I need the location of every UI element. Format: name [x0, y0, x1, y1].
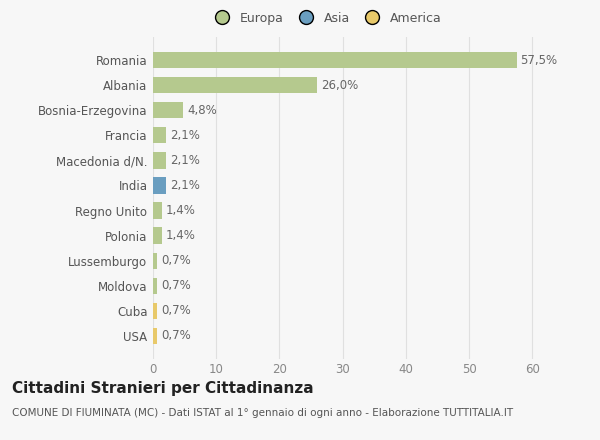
Text: Cittadini Stranieri per Cittadinanza: Cittadini Stranieri per Cittadinanza	[12, 381, 314, 396]
Text: 2,1%: 2,1%	[170, 129, 200, 142]
Text: 1,4%: 1,4%	[166, 204, 196, 217]
Bar	[153, 102, 184, 118]
Text: 0,7%: 0,7%	[161, 330, 191, 342]
Text: 2,1%: 2,1%	[170, 154, 200, 167]
Bar	[153, 278, 157, 294]
Bar	[153, 328, 157, 344]
Legend: Europa, Asia, America: Europa, Asia, America	[205, 7, 446, 30]
Text: 2,1%: 2,1%	[170, 179, 200, 192]
Bar	[153, 127, 166, 143]
Bar	[153, 52, 517, 68]
Text: COMUNE DI FIUMINATA (MC) - Dati ISTAT al 1° gennaio di ogni anno - Elaborazione : COMUNE DI FIUMINATA (MC) - Dati ISTAT al…	[12, 408, 513, 418]
Bar	[153, 303, 157, 319]
Text: 57,5%: 57,5%	[520, 54, 557, 66]
Text: 4,8%: 4,8%	[187, 104, 217, 117]
Bar	[153, 152, 166, 169]
Text: 1,4%: 1,4%	[166, 229, 196, 242]
Bar	[153, 227, 162, 244]
Bar	[153, 202, 162, 219]
Text: 0,7%: 0,7%	[161, 279, 191, 292]
Text: 0,7%: 0,7%	[161, 254, 191, 267]
Bar	[153, 77, 317, 93]
Text: 26,0%: 26,0%	[321, 79, 358, 92]
Bar	[153, 253, 157, 269]
Text: 0,7%: 0,7%	[161, 304, 191, 317]
Bar	[153, 177, 166, 194]
